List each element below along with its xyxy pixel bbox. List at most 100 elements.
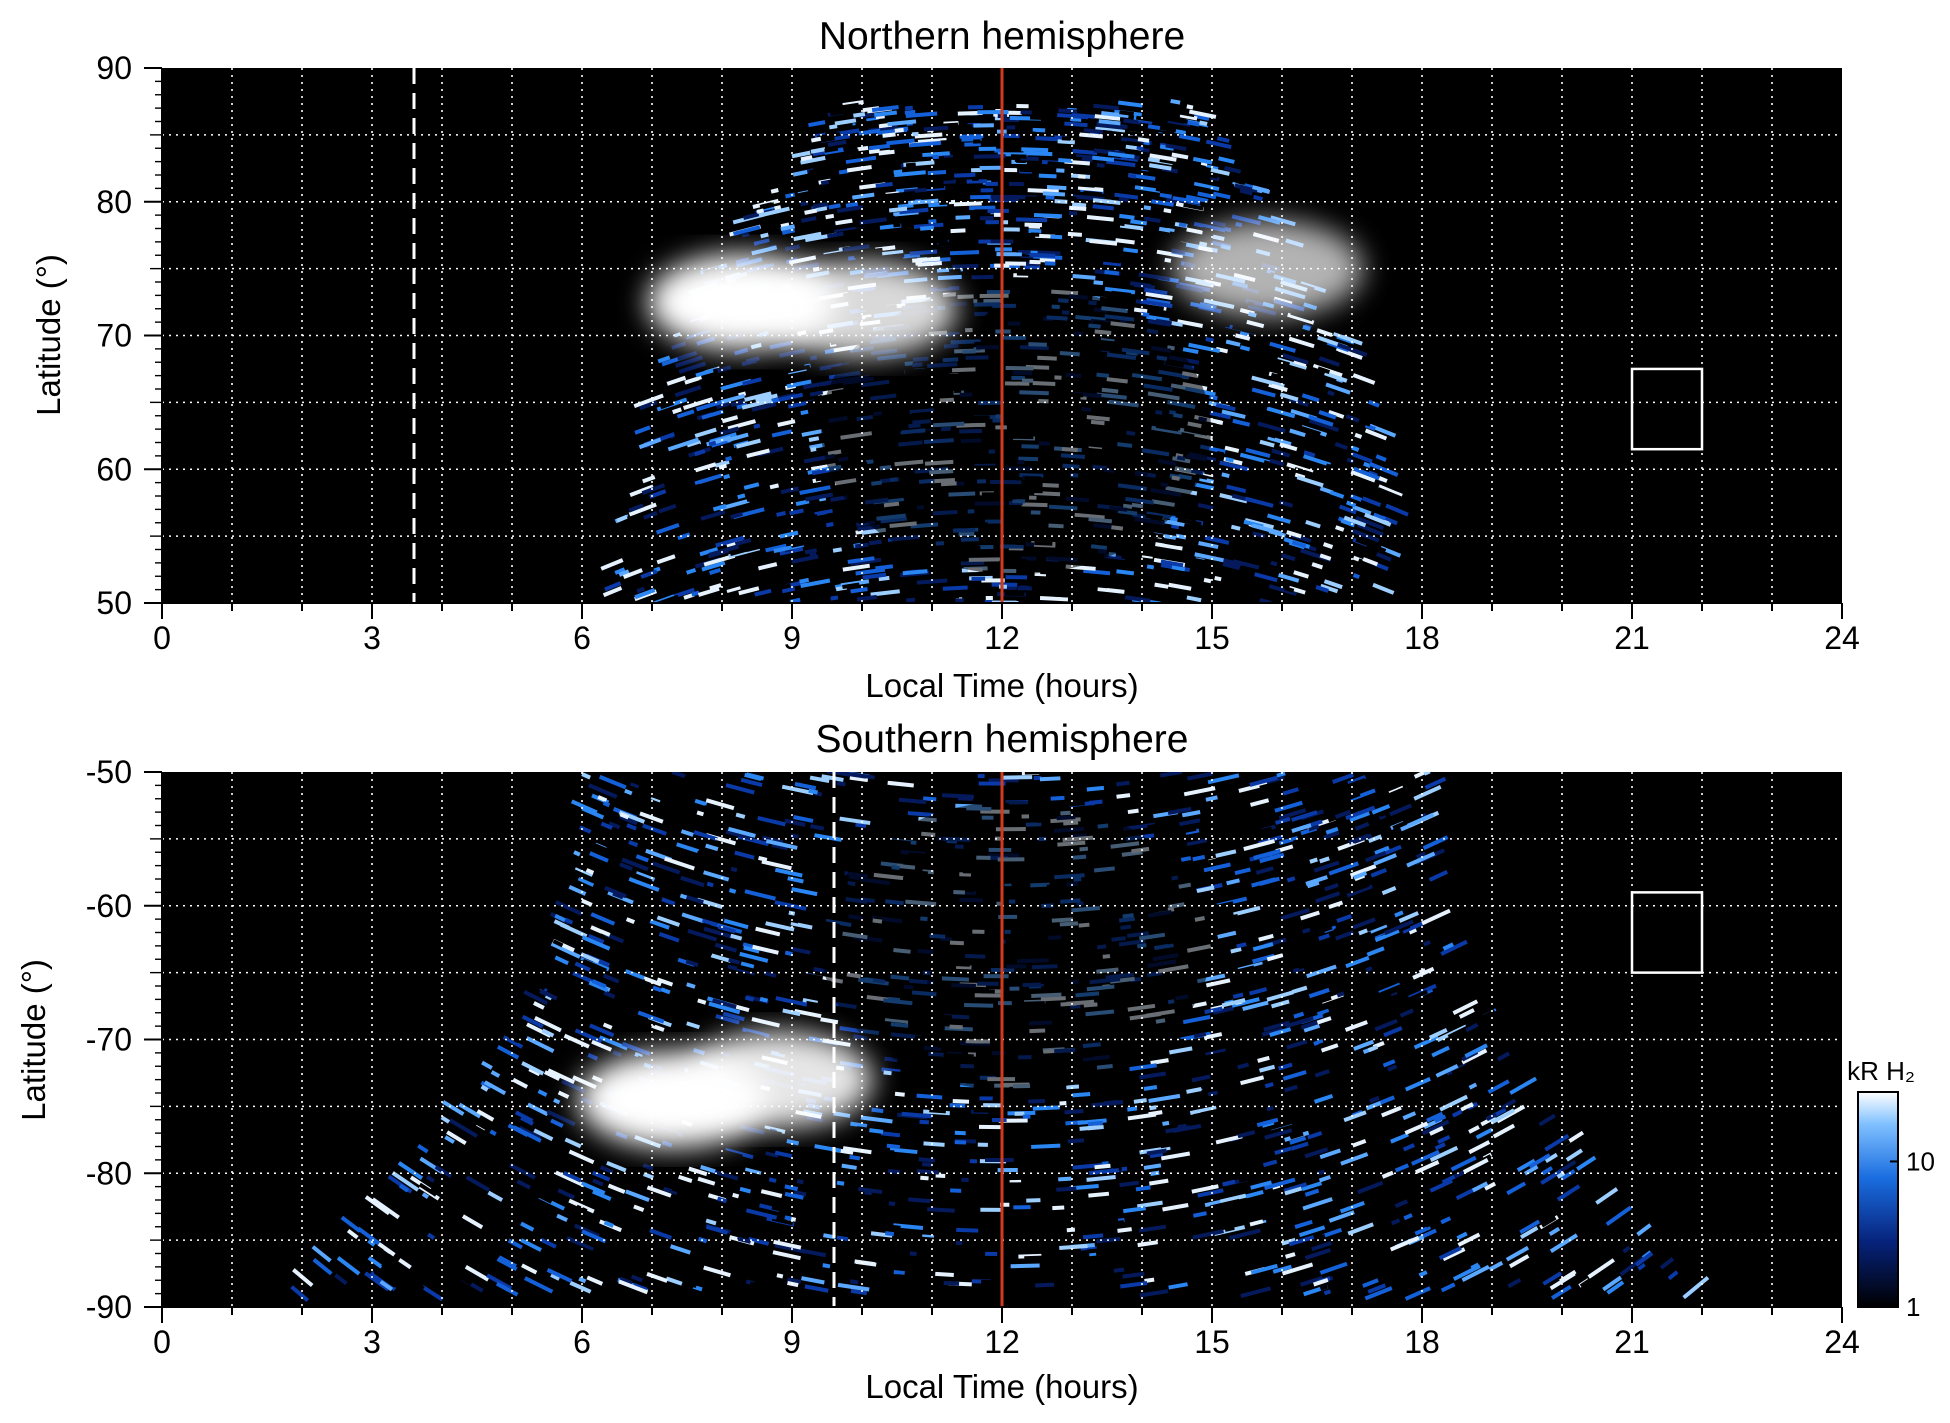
emission-streak bbox=[1008, 181, 1024, 187]
emission-streak bbox=[1145, 291, 1173, 300]
emission-streak bbox=[1237, 1045, 1259, 1055]
emission-streak bbox=[1381, 1170, 1394, 1179]
emission-streak bbox=[714, 942, 738, 953]
emission-streak bbox=[1374, 1018, 1398, 1032]
emission-streak bbox=[680, 875, 705, 888]
emission-streak bbox=[1099, 138, 1124, 146]
emission-streak bbox=[1258, 331, 1290, 344]
emission-streak bbox=[1222, 1169, 1235, 1176]
emission-streak bbox=[1104, 286, 1136, 295]
emission-streak bbox=[802, 972, 824, 981]
emission-streak bbox=[973, 154, 985, 159]
emission-streak bbox=[1288, 336, 1315, 349]
emission-streak bbox=[1375, 976, 1407, 992]
emission-streak bbox=[810, 147, 826, 154]
emission-streak bbox=[1307, 381, 1319, 389]
emission-streak bbox=[1178, 222, 1187, 228]
emission-streak bbox=[1340, 518, 1356, 528]
emission-streak bbox=[966, 179, 987, 184]
emission-streak bbox=[1024, 1255, 1056, 1261]
emission-streak bbox=[1485, 1161, 1510, 1177]
emission-streak bbox=[1285, 894, 1296, 901]
emission-streak bbox=[1258, 933, 1274, 942]
emission-streak bbox=[1126, 140, 1141, 147]
x-tick-label: 21 bbox=[1614, 1324, 1650, 1360]
emission-streak bbox=[1023, 264, 1041, 270]
emission-streak bbox=[1300, 1181, 1323, 1192]
emission-streak bbox=[1541, 1166, 1554, 1176]
x-tick-label: 9 bbox=[783, 1324, 801, 1360]
emission-streak bbox=[1254, 539, 1284, 551]
emission-streak bbox=[1364, 428, 1388, 441]
emission-streak bbox=[1104, 269, 1120, 276]
emission-streak bbox=[1089, 238, 1118, 246]
emission-streak bbox=[723, 473, 731, 480]
emission-streak bbox=[1423, 772, 1431, 776]
emission-streak bbox=[543, 990, 558, 1001]
emission-streak bbox=[1177, 836, 1201, 845]
emission-streak bbox=[581, 1229, 607, 1244]
emission-streak bbox=[1259, 789, 1267, 796]
emission-streak bbox=[694, 449, 706, 457]
emission-streak bbox=[640, 569, 658, 579]
emission-streak bbox=[813, 966, 828, 974]
emission-streak bbox=[701, 409, 724, 420]
x-tick-label: 6 bbox=[573, 620, 591, 656]
emission-streak bbox=[1457, 1232, 1481, 1247]
emission-streak bbox=[651, 1023, 665, 1032]
emission-streak bbox=[786, 1139, 800, 1146]
emission-streak bbox=[1038, 173, 1057, 179]
emission-streak bbox=[728, 957, 740, 965]
emission-streak bbox=[874, 110, 898, 118]
emission-streak bbox=[1505, 1245, 1530, 1262]
emission-streak bbox=[1549, 1233, 1578, 1254]
emission-streak bbox=[1284, 586, 1295, 593]
emission-streak bbox=[1207, 1090, 1218, 1097]
emission-streak bbox=[1248, 469, 1266, 478]
emission-streak bbox=[995, 247, 1013, 252]
emission-streak bbox=[1024, 772, 1043, 775]
emission-streak bbox=[1160, 115, 1188, 125]
emission-streak bbox=[512, 1077, 529, 1089]
emission-streak bbox=[1349, 811, 1371, 823]
emission-streak bbox=[398, 1183, 409, 1193]
emission-streak bbox=[809, 775, 830, 784]
emission-streak bbox=[459, 1143, 482, 1160]
emission-streak bbox=[1215, 346, 1229, 354]
emission-streak bbox=[697, 998, 707, 1005]
emission-streak bbox=[909, 1251, 917, 1256]
emission-streak bbox=[659, 400, 675, 410]
emission-streak bbox=[784, 1184, 799, 1192]
emission-streak bbox=[1341, 381, 1366, 394]
emission-streak bbox=[1116, 793, 1131, 799]
emission-streak bbox=[708, 1001, 741, 1015]
emission-streak bbox=[1192, 1211, 1207, 1218]
emission-streak bbox=[1086, 1175, 1116, 1182]
emission-streak bbox=[808, 1025, 818, 1032]
emission-streak bbox=[1216, 136, 1230, 143]
emission-streak bbox=[1291, 823, 1312, 833]
emission-streak bbox=[1281, 1262, 1314, 1276]
emission-streak bbox=[1458, 1008, 1475, 1019]
emission-streak bbox=[512, 1125, 542, 1143]
emission-streak bbox=[1303, 509, 1318, 517]
emission-streak bbox=[636, 586, 645, 594]
emission-streak bbox=[791, 887, 818, 897]
emission-streak bbox=[521, 1014, 544, 1029]
emission-streak bbox=[1022, 1124, 1042, 1129]
emission-streak bbox=[587, 1052, 599, 1061]
emission-streak bbox=[468, 1122, 491, 1138]
emission-streak bbox=[1559, 1269, 1577, 1283]
emission-streak bbox=[955, 215, 971, 220]
emission-streak bbox=[1447, 1024, 1472, 1039]
emission-streak bbox=[303, 1255, 323, 1273]
emission-streak bbox=[1302, 454, 1331, 467]
emission-streak bbox=[1377, 993, 1400, 1006]
emission-streak bbox=[719, 1148, 743, 1159]
emission-streak bbox=[541, 1007, 569, 1024]
emission-streak bbox=[688, 503, 720, 517]
emission-streak bbox=[860, 1115, 893, 1124]
emission-streak bbox=[1167, 1060, 1191, 1069]
emission-streak bbox=[1402, 1143, 1415, 1152]
emission-streak bbox=[719, 426, 739, 436]
